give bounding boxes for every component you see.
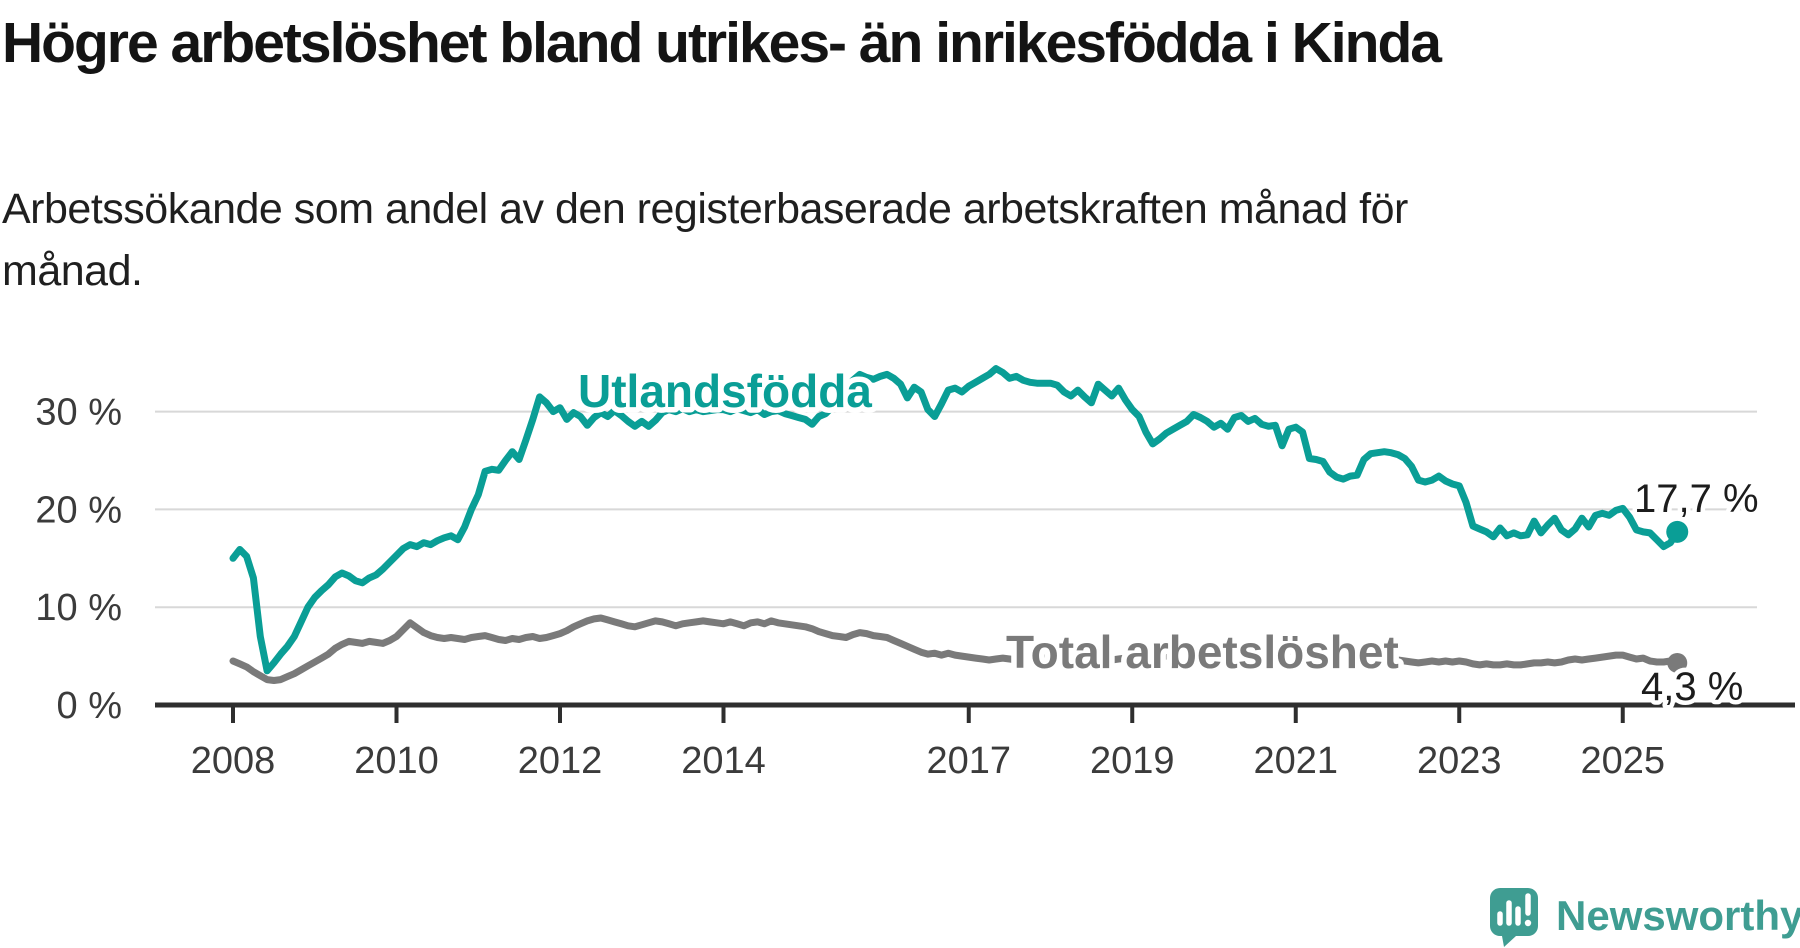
- x-tick-label-2010: 2010: [354, 740, 439, 782]
- x-axis-ticks: [231, 707, 1625, 723]
- end-dot-utlandsfodda: [1666, 520, 1689, 543]
- y-tick-label-30: 30 %: [35, 392, 122, 434]
- chart-subtitle-line1: Arbetssökande som andel av den registerb…: [2, 185, 1408, 233]
- newsworthy-logo: Newsworthy: [1490, 888, 1800, 947]
- logo-exclamation-dot: [1524, 919, 1532, 927]
- x-tick-label-2008: 2008: [191, 740, 276, 782]
- logo-bubble-icon: [1490, 888, 1538, 947]
- end-value-total: 4,3 %: [1641, 665, 1743, 709]
- x-tick-label-2012: 2012: [518, 740, 603, 782]
- x-axis-labels: 2008 2010 2012 2014 2017 2019 2021 2023 2025: [191, 740, 1665, 782]
- y-tick-label-20: 20 %: [35, 489, 122, 531]
- end-value-utlandsfodda: 17,7 %: [1634, 477, 1759, 521]
- newsworthy-wordmark: Newsworthy: [1556, 892, 1800, 939]
- line-total-arbetsloshet: [229, 614, 1681, 684]
- series-label-utlandsfodda: Utlandsfödda: [578, 365, 872, 417]
- x-tick-label-2014: 2014: [681, 740, 766, 782]
- line-utlandsfodda: [229, 365, 1681, 675]
- chart-subtitle-line2: månad.: [2, 247, 143, 295]
- series-label-total: Total arbetslöshet: [1006, 626, 1399, 678]
- y-axis-labels: 0 % 10 % 20 % 30 %: [35, 392, 122, 727]
- x-tick-label-2021: 2021: [1253, 740, 1338, 782]
- x-tick-label-2025: 2025: [1580, 740, 1665, 782]
- x-tick-label-2023: 2023: [1417, 740, 1502, 782]
- x-tick-label-2019: 2019: [1090, 740, 1175, 782]
- chart-title: Högre arbetslöshet bland utrikes- än inr…: [2, 11, 1442, 75]
- x-tick-label-2017: 2017: [926, 740, 1011, 782]
- y-tick-label-10: 10 %: [35, 587, 122, 629]
- y-tick-label-0: 0 %: [57, 685, 122, 727]
- end-dot-total: [1667, 652, 1688, 673]
- chart-subtitle: Arbetssökande som andel av den registerb…: [2, 178, 1408, 302]
- gridlines: [155, 410, 1757, 609]
- logo-bars-icon: [1497, 893, 1531, 926]
